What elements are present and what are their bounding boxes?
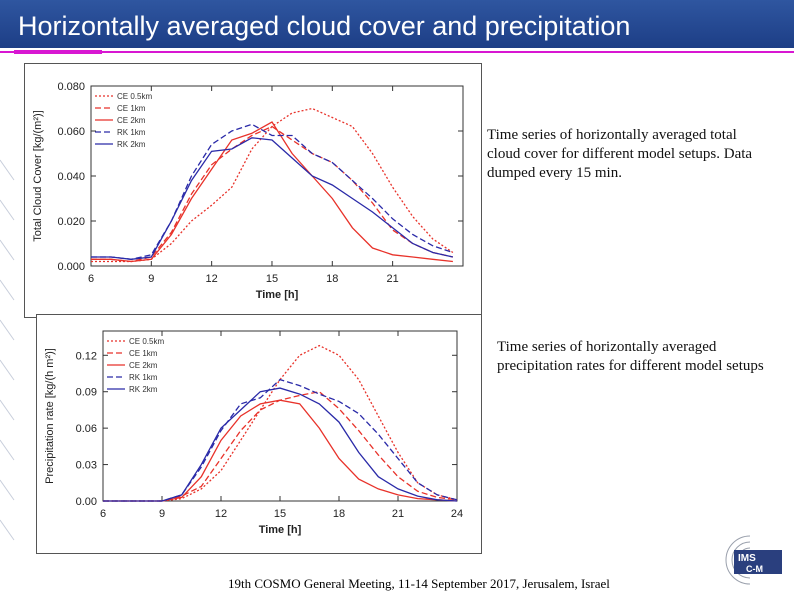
y-tick-label: 0.040 [57,171,85,183]
precipitation-chart: 6 9 12 15 18 21 24 0.00 0.03 0.06 0.09 0.12 Time [h]… [44,330,463,536]
x-tick-label: 6 [88,273,94,285]
x-tick-label: 24 [451,508,463,520]
x-axis-label: Time [h] [256,289,299,301]
legend-entry: CE 2km [117,116,146,125]
x-tick-label: 18 [333,508,345,520]
y-tick-label: 0.12 [76,350,97,362]
title-underline [0,51,794,53]
x-tick-label: 12 [215,508,227,520]
series-line-rk-2km [103,387,458,502]
slide-title: Horizontally averaged cloud cover and pr… [18,11,631,41]
logo-text-bottom: C-M [746,564,763,574]
y-tick-label: 0.000 [57,261,85,273]
left-decoration [0,159,15,541]
legend-entry: CE 1km [129,349,158,358]
x-tick-label: 21 [392,508,404,520]
y-axis-label: Total Cloud Cover [kg/(m²)] [32,110,44,241]
legend-entry: CE 0.5km [117,92,152,101]
series-line-rk-1km [91,123,454,260]
ims-logo: IMS C-M [725,535,782,585]
title-underline-accent [14,50,102,54]
cloud-cover-chart: 6 9 12 15 18 21 0.000 0.020 0.040 0.060 0.080 Time … [32,81,464,301]
y-tick-label: 0.03 [76,460,97,472]
x-tick-label: 12 [206,273,218,285]
title-bar: Horizontally averaged cloud cover and pr… [0,0,794,48]
x-axis-label: Time [h] [259,524,302,536]
y-tick-label: 0.060 [57,126,85,138]
y-tick-label: 0.09 [76,387,97,399]
logo-text-top: IMS [738,553,756,564]
footer-text: 19th COSMO General Meeting, 11-14 Septem… [228,576,610,591]
y-tick-label: 0.06 [76,423,97,435]
series-line-ce-1km [91,125,454,263]
x-tick-label: 9 [159,508,165,520]
legend-entry: RK 2km [129,385,158,394]
cloud-cover-caption: Time series of horizontally averaged tot… [487,127,753,181]
y-tick-label: 0.020 [57,216,85,228]
cloud-cover-chart-panel: 6 9 12 15 18 21 0.000 0.020 0.040 0.060 0.080 Time … [24,63,482,318]
legend-entry: CE 0.5km [129,337,164,346]
x-tick-label: 15 [266,273,278,285]
x-tick-label: 18 [326,273,338,285]
legend-entry: RK 2km [117,140,146,149]
series-line-ce-1km [103,391,458,502]
legend-entry: CE 2km [129,361,158,370]
precipitation-caption: Time series of horizontally averaged pre… [497,339,764,374]
x-tick-label: 6 [100,508,106,520]
series-line-ce-2km [103,399,458,502]
legend-entry: RK 1km [129,373,158,382]
legend-entry: CE 1km [117,104,146,113]
legend-entry: RK 1km [117,128,146,137]
series-line-rk-1km [103,378,458,502]
y-tick-label: 0.00 [76,496,97,508]
series-line-ce-2km [91,121,453,263]
precipitation-chart-panel: 6 9 12 15 18 21 24 0.00 0.03 0.06 0.09 0.12 Time [h]… [36,314,482,554]
x-tick-label: 9 [148,273,154,285]
x-tick-label: 15 [274,508,286,520]
y-axis-label: Precipitation rate [kg/(h m²)] [44,348,56,484]
series-line-rk-2km [91,137,454,260]
y-tick-label: 0.080 [57,81,85,93]
x-tick-label: 21 [386,273,398,285]
